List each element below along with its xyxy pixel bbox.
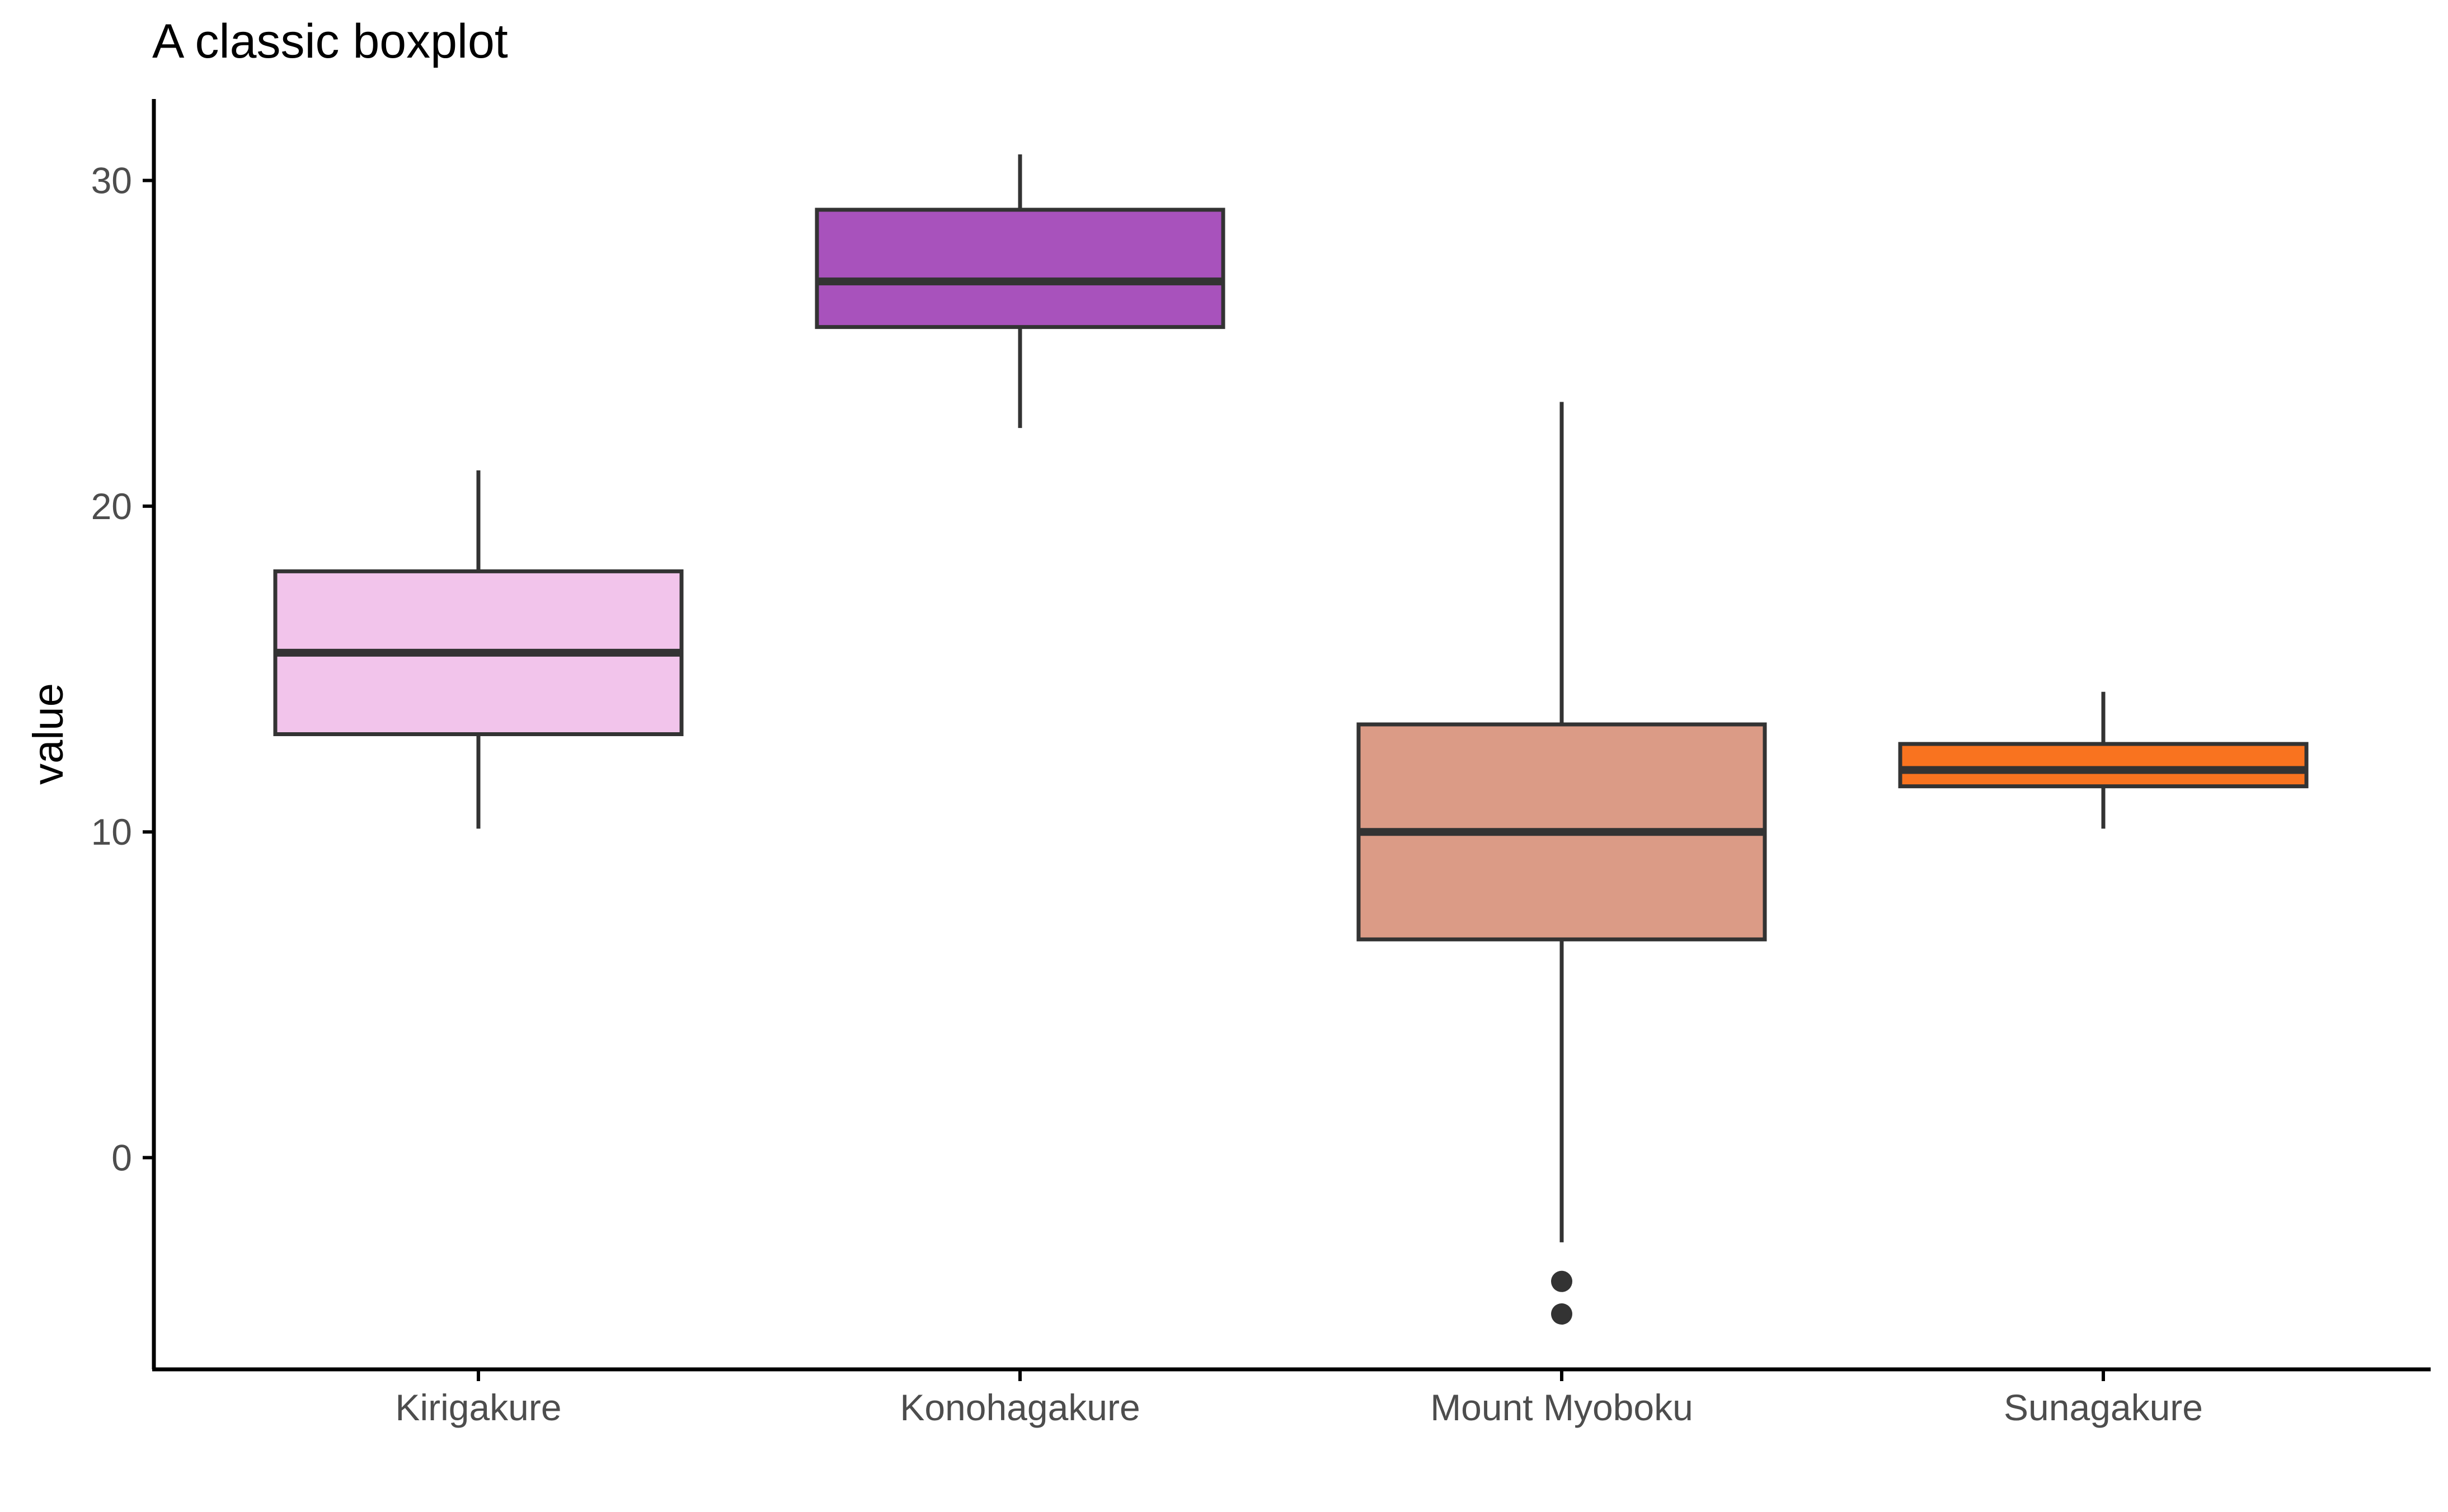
y-tick-label: 20 bbox=[91, 486, 132, 527]
y-tick-label: 0 bbox=[111, 1137, 132, 1179]
axes: 0 10 20 30 Kirigakure Konohagakure Mount Myobo… bbox=[91, 160, 2203, 1428]
x-tick-label: Kirigakure bbox=[395, 1387, 561, 1428]
box-rect bbox=[1898, 742, 2309, 789]
box-group bbox=[273, 470, 684, 829]
plot-area bbox=[273, 154, 2309, 1325]
y-tick-label: 10 bbox=[91, 811, 132, 852]
x-tick-label: Sunagakure bbox=[2004, 1387, 2203, 1428]
x-tick-label: Mount Myoboku bbox=[1430, 1387, 1693, 1428]
box-group bbox=[1898, 691, 2309, 829]
box-group bbox=[815, 154, 1225, 428]
box-group bbox=[1356, 402, 1767, 1325]
chart-title: A classic boxplot bbox=[152, 15, 508, 68]
x-tick-label: Konohagakure bbox=[900, 1387, 1140, 1428]
y-axis-label: value bbox=[25, 683, 72, 785]
outlier-point bbox=[1551, 1270, 1572, 1292]
y-tick-label: 30 bbox=[91, 160, 132, 201]
outlier-point bbox=[1551, 1303, 1572, 1325]
box-rect bbox=[815, 208, 1225, 329]
